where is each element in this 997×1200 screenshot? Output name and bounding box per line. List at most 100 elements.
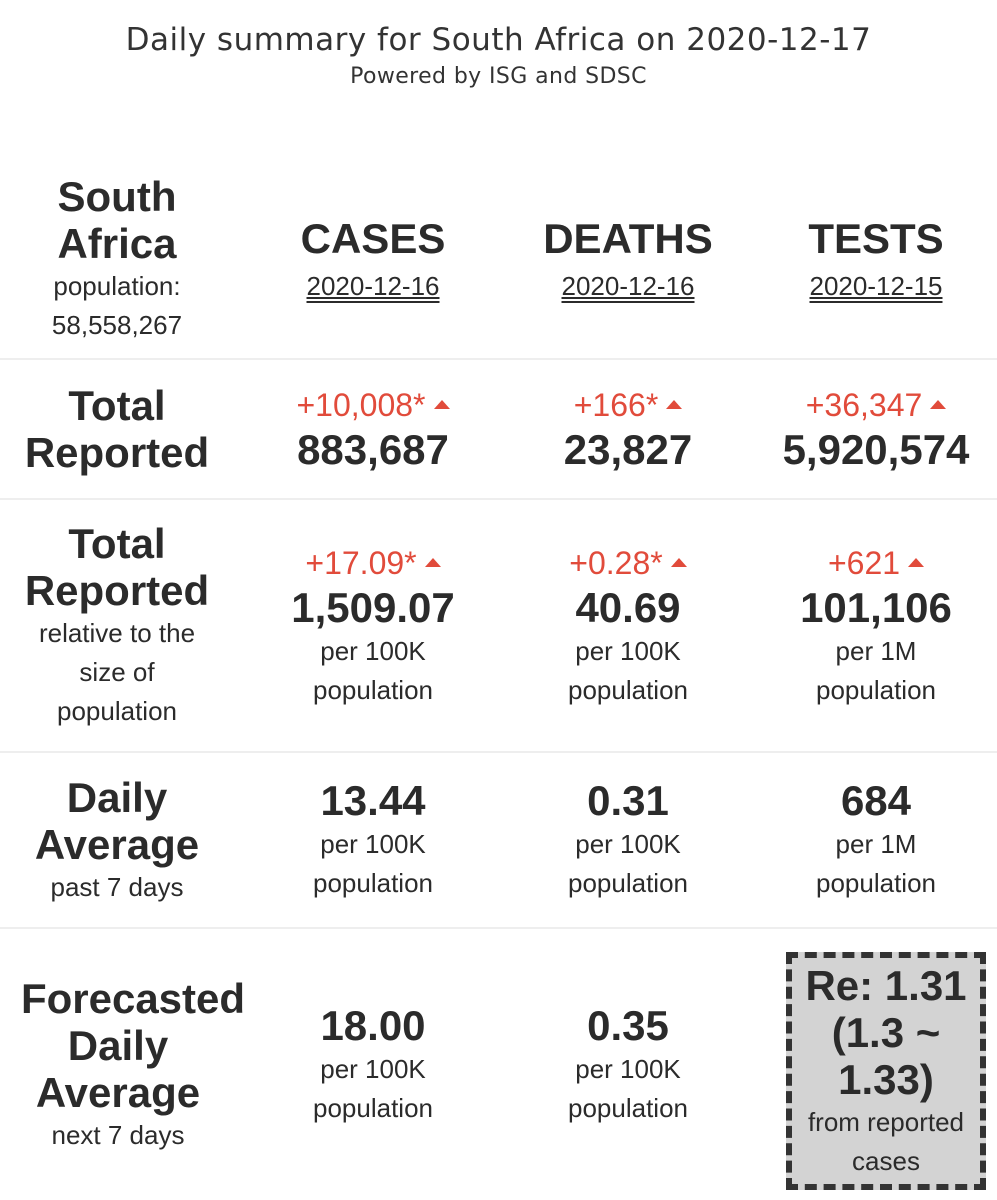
row-note: past 7 days xyxy=(50,871,184,902)
unit-line2: population xyxy=(816,868,936,898)
region-cell: South Africa population: 58,558,267 xyxy=(0,160,234,358)
unit-line1: per 100K xyxy=(320,635,426,666)
row-label-line2: Daily xyxy=(67,1021,169,1069)
cases-total-value: 883,687 xyxy=(297,426,449,473)
cases-date-link[interactable]: 2020-12-16 xyxy=(306,271,440,301)
unit-line2: population xyxy=(568,868,688,898)
deaths-relative-value: 40.69 xyxy=(575,583,681,631)
relative-row: Total Reported relative to the size of p… xyxy=(0,500,997,753)
tests-total-value: 5,920,574 xyxy=(782,426,970,473)
cases-header-cell: CASES 2020-12-16 xyxy=(245,160,501,358)
tests-total-delta: +36,347 xyxy=(806,384,947,426)
deaths-forecast-value: 0.35 xyxy=(587,1001,669,1049)
delta-text: +0.28* xyxy=(569,544,663,581)
unit-line1: per 100K xyxy=(575,635,681,666)
daily-average-label: Daily Average past 7 days xyxy=(0,753,234,927)
tests-header-cell: TESTS 2020-12-15 xyxy=(755,160,997,358)
tests-relative-value: 101,106 xyxy=(800,583,952,631)
row-label-line1: Total xyxy=(68,520,166,567)
triangle-up-icon xyxy=(666,400,683,410)
deaths-total-delta: +166* xyxy=(574,384,683,426)
unit-line1: per 100K xyxy=(575,1053,681,1084)
unit-line2: population xyxy=(313,1092,433,1123)
cases-forecast-cell: 18.00 per 100K population xyxy=(245,929,501,1200)
triangle-up-icon xyxy=(908,557,925,567)
deaths-average-value: 0.31 xyxy=(587,777,669,824)
cases-average-cell: 13.44 per 100K population xyxy=(245,753,501,927)
population-label: population: xyxy=(53,271,181,301)
deaths-average-cell: 0.31 per 100K population xyxy=(501,753,755,927)
re-note-line1: from reported xyxy=(807,1106,965,1137)
re-line3: 1.33) xyxy=(838,1055,934,1103)
triangle-up-icon xyxy=(424,557,441,567)
deaths-relative-cell: +0.28* 40.69 per 100K population xyxy=(501,500,755,751)
region-name-line2: Africa xyxy=(57,220,177,267)
unit-line2: population xyxy=(816,674,936,705)
cases-total-delta: +10,008* xyxy=(296,384,450,426)
cases-relative-delta: +17.09* xyxy=(305,542,441,584)
tests-heading: TESTS xyxy=(808,215,944,262)
tests-average-cell: 684 per 1M population xyxy=(755,753,997,927)
cases-heading: CASES xyxy=(300,215,446,262)
forecast-row: Forecasted Daily Average next 7 days 18.… xyxy=(0,929,997,1200)
deaths-forecast-cell: 0.35 per 100K population xyxy=(501,929,755,1200)
deaths-total-value: 23,827 xyxy=(563,426,693,473)
deaths-header-cell: DEATHS 2020-12-16 xyxy=(501,160,755,358)
cases-relative-value: 1,509.07 xyxy=(291,583,455,631)
page-title: Daily summary for South Africa on 2020-1… xyxy=(125,22,872,58)
relative-label: Total Reported relative to the size of p… xyxy=(0,500,234,751)
row-label-line3: Average xyxy=(35,1068,201,1116)
cases-relative-cell: +17.09* 1,509.07 per 100K population xyxy=(245,500,501,751)
tests-relative-cell: +621 101,106 per 1M population xyxy=(755,500,997,751)
page-subtitle: Powered by ISG and SDSC xyxy=(350,64,647,89)
deaths-total-cell: +166* 23,827 xyxy=(501,360,755,498)
row-label-line2: Reported xyxy=(24,567,210,614)
delta-text: +36,347 xyxy=(805,387,923,423)
triangle-up-icon xyxy=(670,557,687,567)
delta-text: +621 xyxy=(827,544,901,581)
unit-line1: per 100K xyxy=(320,1053,426,1084)
re-estimate-box: Re: 1.31 (1.3 ~ 1.33) from reported case… xyxy=(786,952,986,1190)
unit-line2: population xyxy=(568,1092,688,1123)
population-value: 58,558,267 xyxy=(51,310,183,340)
tests-date-link[interactable]: 2020-12-15 xyxy=(809,271,943,301)
row-note-line2: size of xyxy=(79,657,155,687)
cases-average-value: 13.44 xyxy=(320,777,426,824)
row-note: next 7 days xyxy=(51,1119,185,1150)
total-reported-label: Total Reported xyxy=(0,360,234,498)
row-label-line1: Forecasted xyxy=(20,974,246,1022)
total-reported-row: Total Reported +10,008* 883,687 +166* 23… xyxy=(0,360,997,500)
unit-line2: population xyxy=(313,674,433,705)
header-row: South Africa population: 58,558,267 CASE… xyxy=(0,160,997,360)
daily-average-row: Daily Average past 7 days 13.44 per 100K… xyxy=(0,753,997,929)
row-label-line1: Total xyxy=(68,382,166,429)
tests-total-cell: +36,347 5,920,574 xyxy=(755,360,997,498)
delta-text: +166* xyxy=(573,387,659,423)
unit-line1: per 1M xyxy=(835,635,917,666)
row-label-line2: Reported xyxy=(24,429,210,476)
cases-forecast-value: 18.00 xyxy=(320,1001,426,1049)
cases-total-cell: +10,008* 883,687 xyxy=(245,360,501,498)
delta-text: +10,008* xyxy=(296,387,426,423)
row-label-line1: Daily xyxy=(66,773,168,821)
re-line2: (1.3 ~ xyxy=(831,1008,941,1056)
re-note-line2: cases xyxy=(852,1145,920,1176)
unit-line1: per 1M xyxy=(835,829,917,859)
deaths-heading: DEATHS xyxy=(543,215,713,262)
re-line1: Re: 1.31 xyxy=(805,961,967,1009)
deaths-relative-delta: +0.28* xyxy=(569,542,687,584)
row-note-line3: population xyxy=(57,696,177,726)
unit-line2: population xyxy=(568,674,688,705)
row-note-line1: relative to the xyxy=(38,618,196,648)
deaths-date-link[interactable]: 2020-12-16 xyxy=(561,271,695,301)
tests-relative-delta: +621 xyxy=(827,542,925,584)
unit-line1: per 100K xyxy=(320,829,426,859)
unit-line1: per 100K xyxy=(575,829,681,859)
triangle-up-icon xyxy=(433,400,450,410)
forecast-label: Forecasted Daily Average next 7 days xyxy=(0,929,266,1200)
triangle-up-icon xyxy=(930,400,947,410)
tests-average-value: 684 xyxy=(840,777,912,824)
delta-text: +17.09* xyxy=(305,544,417,581)
region-name-line1: South xyxy=(57,173,177,220)
row-label-line2: Average xyxy=(34,820,200,868)
